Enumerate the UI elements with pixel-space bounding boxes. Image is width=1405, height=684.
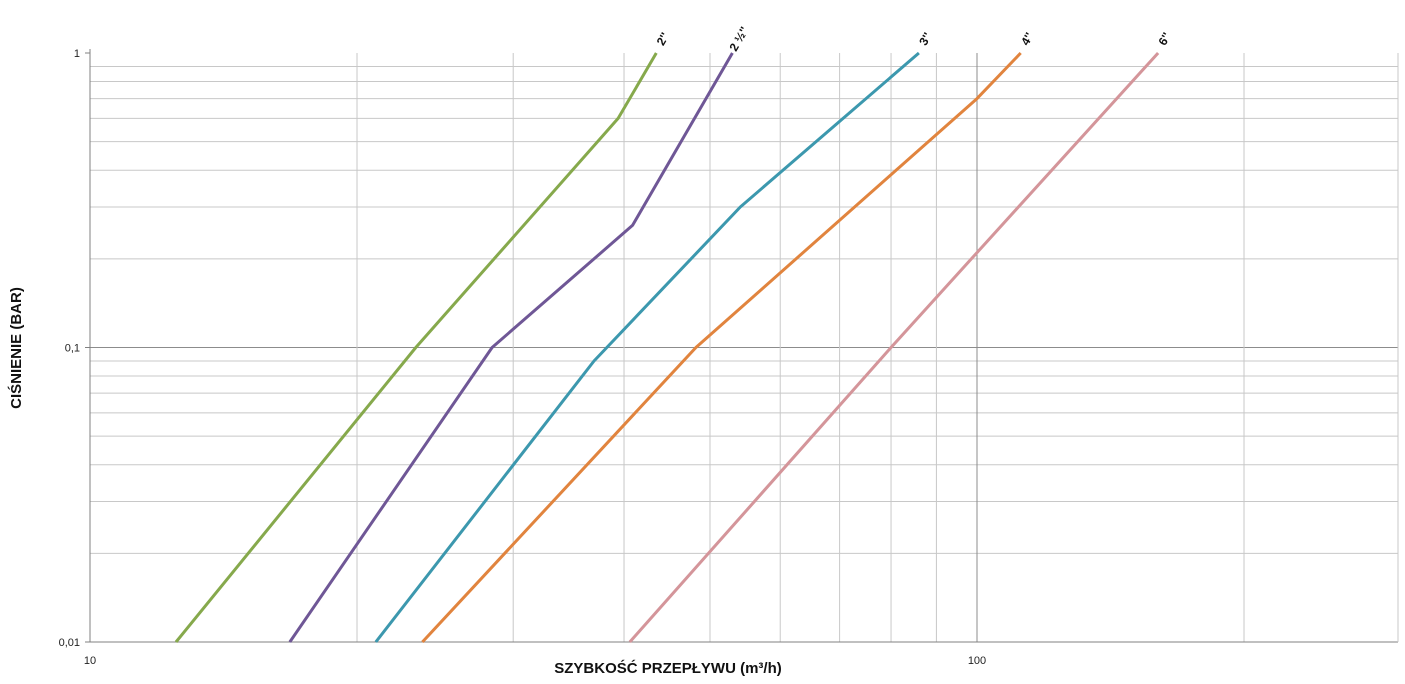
x-tick-label: 100: [968, 655, 986, 667]
tick-labels: 0,01 0,1 1 10 100: [59, 48, 987, 667]
y-tick-label: 0,01: [59, 637, 80, 649]
series-line-4: [421, 51, 1022, 644]
y-tick-label: 0,1: [65, 343, 80, 355]
series-line-3: [374, 51, 920, 643]
y-tick-label: 1: [74, 48, 80, 60]
series-line-5: [628, 51, 1160, 643]
series-lines: [174, 51, 1160, 644]
series-line-2: [288, 52, 734, 643]
axes: [85, 49, 1399, 643]
grid: [90, 53, 1398, 643]
x-tick-label: 10: [84, 655, 96, 667]
y-axis-title: CIŚNIENIE (BAR): [7, 287, 25, 409]
series-line-1: [174, 52, 658, 643]
x-axis-title: SZYBKOŚĆ PRZEPŁYWU (m³/h): [554, 659, 782, 677]
